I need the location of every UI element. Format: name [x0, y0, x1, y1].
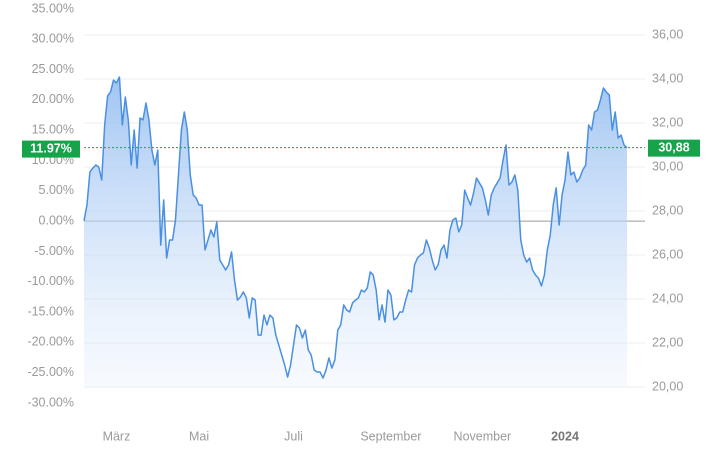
y-tick-label: -25.00%	[27, 365, 74, 379]
y-tick-label: 5.00%	[39, 183, 74, 197]
y2-tick-label: 22,00	[652, 335, 683, 349]
y-tick-label: -10.00%	[27, 274, 74, 288]
line	[83, 76, 628, 379]
y-tick-label: 25.00%	[32, 62, 74, 76]
y-tick-label: 35.00%	[32, 1, 74, 15]
y-tick-label: 15.00%	[32, 123, 74, 137]
y2-tick-label: 34,00	[652, 71, 683, 85]
current-percent-box	[22, 140, 80, 158]
y-tick-label: 20.00%	[32, 92, 74, 106]
x-tick-label: 2024	[551, 429, 579, 443]
y2-tick-label: 26,00	[652, 247, 683, 261]
current-price-box	[648, 139, 700, 157]
y2-tick-label: 24,00	[652, 291, 683, 305]
y-tick-label: -30.00%	[27, 395, 74, 409]
area	[84, 77, 627, 388]
y2-tick-label: 28,00	[652, 203, 683, 217]
y2-tick-label: 36,00	[652, 27, 683, 41]
y2-tick-label: 20,00	[652, 379, 683, 393]
x-tick-label: Juli	[284, 429, 303, 443]
x-tick-label: März	[103, 429, 131, 443]
y2-tick-label: 30,00	[652, 159, 683, 173]
y-tick-label: -15.00%	[27, 304, 74, 318]
y2-tick-label: 32,00	[652, 115, 683, 129]
y-tick-label: -20.00%	[27, 335, 74, 349]
x-tick-label: November	[454, 429, 512, 443]
x-tick-label: September	[360, 429, 421, 443]
current-percent-label: 11.97%	[30, 141, 72, 155]
x-tick-label: Mai	[189, 429, 209, 443]
current-price-label: 30,88	[658, 140, 689, 154]
y-tick-label: 0.00%	[39, 213, 74, 227]
y-tick-label: 30.00%	[32, 32, 74, 46]
y-tick-label: -5.00%	[34, 244, 74, 258]
